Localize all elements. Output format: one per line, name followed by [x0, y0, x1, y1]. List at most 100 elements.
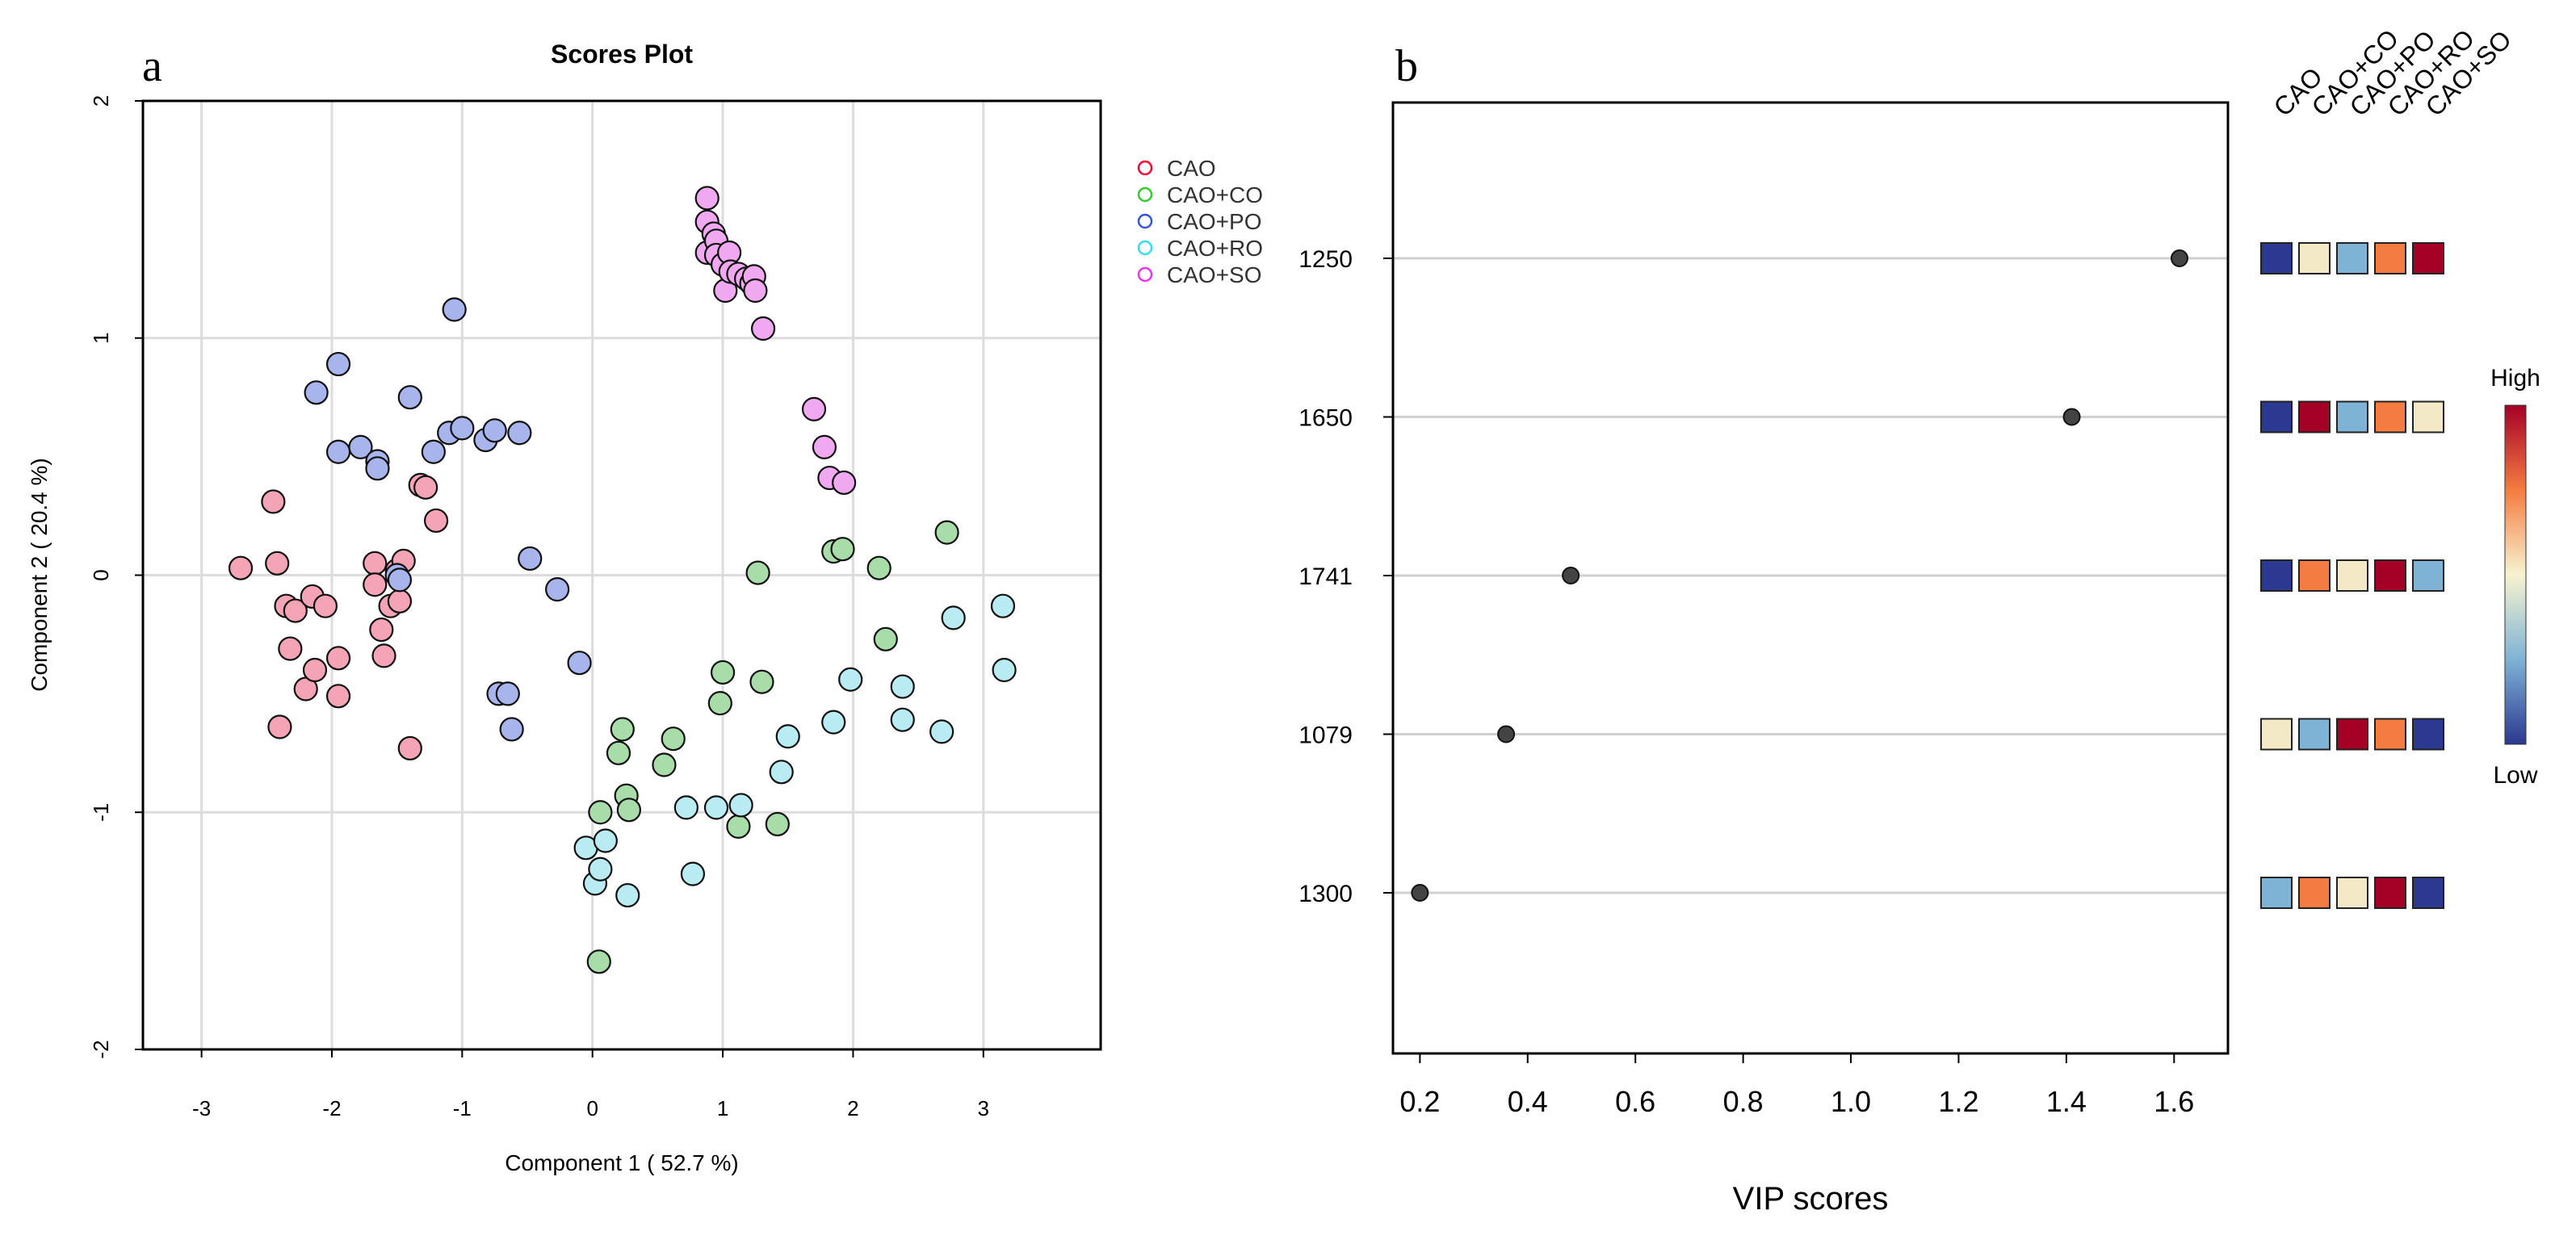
score-point-cao-so	[694, 186, 720, 211]
score-point-cao-co	[873, 626, 898, 651]
panel-b-x-axis-label: VIP scores	[1733, 1181, 1889, 1217]
score-point-cao-ro	[890, 707, 915, 732]
heat-cell	[2298, 877, 2331, 909]
score-point-cao	[363, 572, 388, 597]
y-tick-label: 2	[89, 95, 113, 107]
score-point-cao	[228, 555, 254, 580]
vip-point-1079	[1497, 725, 1516, 743]
score-point-cao-co	[934, 520, 959, 545]
vip-point-1300	[1411, 884, 1429, 902]
heat-cell	[2260, 877, 2293, 909]
score-point-cao-po	[325, 351, 351, 377]
heat-cell	[2298, 718, 2331, 751]
score-point-cao	[265, 551, 290, 576]
legend-marker-cao-po	[1137, 213, 1153, 229]
panel-a-x-axis-label: Component 1 ( 52.7 %)	[505, 1150, 739, 1175]
panel-b-letter: b	[1395, 41, 1418, 91]
score-point-cao-ro	[680, 861, 706, 886]
score-point-cao-po	[387, 567, 412, 593]
heat-cell	[2412, 877, 2444, 909]
x-tick-label: 0.2	[1399, 1085, 1440, 1118]
legend-marker-cao-co	[1137, 186, 1153, 203]
score-point-cao-po	[348, 434, 373, 459]
legend-marker-cao	[1137, 160, 1153, 176]
legend-label: CAO+RO	[1167, 236, 1263, 261]
panel-a-letter: a	[142, 41, 162, 91]
heatmap-cells	[2260, 242, 2444, 909]
score-point-cao-co	[866, 555, 892, 580]
heat-cell	[2374, 400, 2406, 433]
score-point-cao	[267, 714, 292, 739]
score-point-cao-ro	[838, 667, 863, 692]
y-tick-label: -1	[89, 803, 113, 822]
panel-b-vip-plot: b 0.2 0.4 0.6 0.8 1.0 1.2 1.4 1.6 1250165017411…	[1298, 23, 2540, 1217]
score-point-cao-po	[450, 416, 475, 441]
score-point-cao-ro	[990, 593, 1016, 618]
score-point-cao-co	[610, 717, 635, 742]
panel-b-grid	[1393, 257, 2228, 894]
heat-cell	[2260, 718, 2293, 751]
score-point-cao-co	[726, 814, 751, 839]
score-point-cao-co	[830, 537, 855, 562]
score-point-cao	[261, 489, 286, 514]
legend-label: CAO+SO	[1167, 262, 1261, 287]
score-point-cao	[363, 551, 388, 576]
score-point-cao-po	[442, 297, 467, 322]
score-point-cao	[369, 617, 394, 643]
score-point-cao-co	[710, 660, 736, 685]
score-point-cao-po	[365, 456, 390, 481]
colorbar-low-label: Low	[2493, 762, 2537, 789]
panel-b-frame	[1391, 101, 2230, 1055]
vip-point-1250	[2170, 249, 2188, 267]
heat-cell	[2298, 559, 2331, 592]
heat-cell	[2336, 400, 2368, 433]
score-point-cao-ro	[615, 882, 640, 908]
score-point-cao	[302, 657, 328, 683]
heat-cell	[2412, 559, 2444, 592]
score-point-cao-ro	[929, 719, 954, 744]
colorbar-gradient	[2504, 404, 2527, 745]
score-point-cao-po	[482, 418, 507, 443]
score-point-cao-co	[745, 560, 770, 585]
x-tick-label: 0.8	[1723, 1085, 1764, 1118]
heat-cell	[2336, 242, 2368, 274]
x-tick-label: -2	[322, 1096, 341, 1120]
score-point-cao	[313, 593, 338, 618]
score-point-cao	[397, 735, 422, 761]
score-point-cao-co	[765, 811, 790, 837]
x-tick-label: 2	[847, 1096, 858, 1120]
y-tick-label: 0	[89, 569, 113, 580]
score-point-cao-ro	[775, 724, 800, 749]
panel-a-y-axis-label: Component 2 ( 20.4 %)	[27, 458, 52, 692]
score-point-cao-po	[507, 421, 532, 446]
panel-a-scores-plot: a Scores Plot -3 -2 -1 0 1 2 3 -2 -1 0 1 2 Compone…	[27, 40, 1263, 1175]
x-tick-label: 0.6	[1615, 1085, 1655, 1118]
score-point-cao-ro	[890, 674, 915, 699]
score-point-cao-so	[750, 316, 776, 341]
score-point-cao-ro	[588, 856, 613, 882]
score-point-cao-co	[586, 949, 611, 974]
colorbar-high-label: High	[2490, 365, 2540, 392]
panel-b-points	[1411, 249, 2188, 902]
score-point-cao-po	[421, 439, 446, 464]
panel-a-x-ticks: -3 -2 -1 0 1 2 3	[192, 1049, 989, 1120]
legend-label: CAO+PO	[1167, 209, 1261, 234]
panel-b-x-ticks: 0.2 0.4 0.6 0.8 1.0 1.2 1.4 1.6	[1399, 1053, 2194, 1118]
heat-cell	[2260, 559, 2293, 592]
score-point-cao-so	[812, 434, 837, 459]
score-point-cao-po	[499, 717, 524, 742]
panel-a-points	[228, 186, 1017, 974]
score-point-cao-po	[567, 651, 592, 676]
score-point-cao	[278, 636, 303, 661]
score-point-cao-co	[606, 740, 631, 765]
vip-point-1650	[2062, 408, 2081, 426]
score-point-cao-po	[325, 439, 351, 464]
legend-label: CAO	[1167, 156, 1216, 181]
x-tick-label: 1.2	[1938, 1085, 1978, 1118]
x-tick-label: 1	[717, 1096, 728, 1120]
score-point-cao-ro	[769, 760, 794, 785]
heat-cell	[2374, 877, 2406, 909]
heat-cell	[2336, 718, 2368, 751]
